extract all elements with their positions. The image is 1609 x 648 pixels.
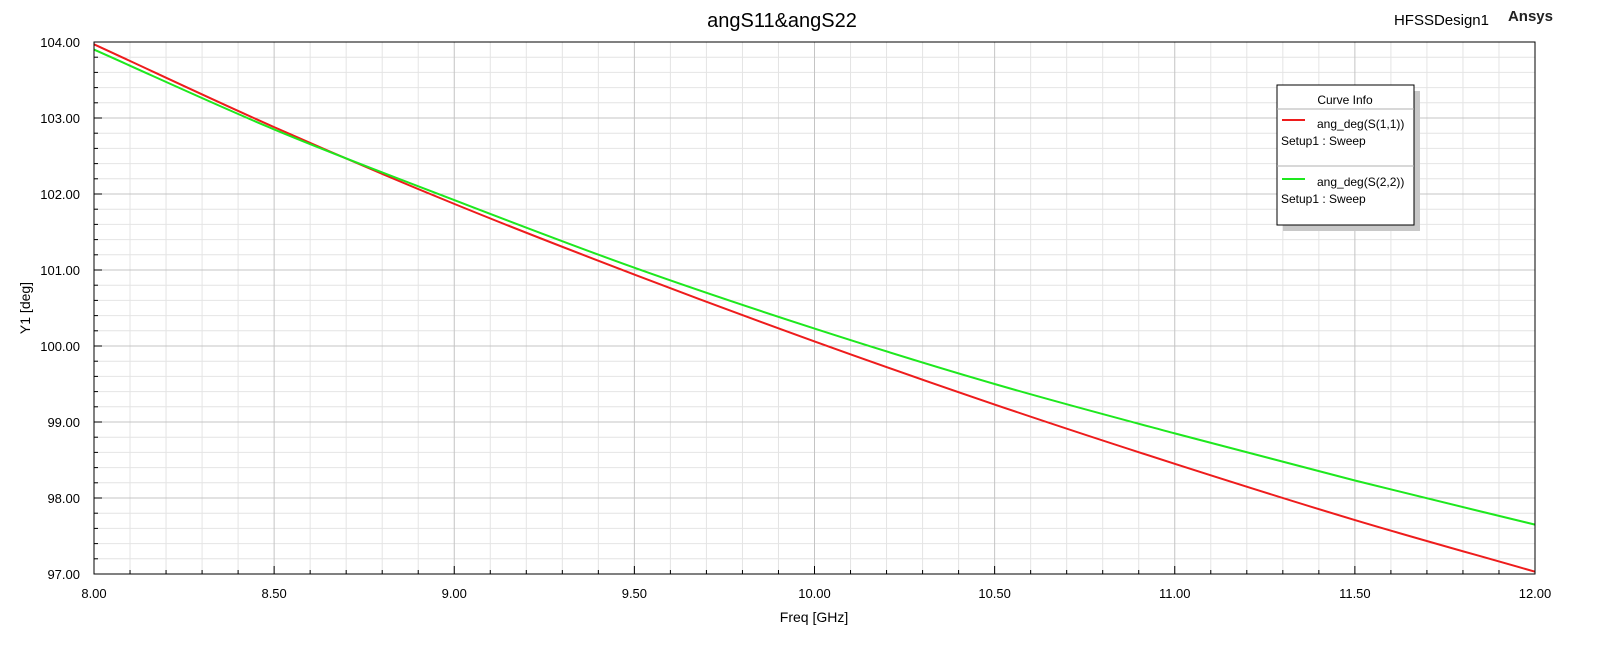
y-axis-label: Y1 [deg] <box>17 282 33 334</box>
legend-panel <box>1276 84 1415 226</box>
x-tick-label: 12.00 <box>1519 586 1552 601</box>
legend-entry-s22-setup: Setup1 : Sweep <box>1281 192 1366 206</box>
x-tick-label: 8.50 <box>261 586 286 601</box>
y-tick-label: 97.00 <box>47 567 80 582</box>
series-line-s22 <box>93 48 1536 526</box>
ticks-layer <box>93 41 1536 575</box>
y-tick-label: 99.00 <box>47 415 80 430</box>
legend-entry-s11-name: ang_deg(S(1,1)) <box>1317 117 1404 131</box>
y-tick-label: 102.00 <box>40 187 80 202</box>
series-layer <box>93 43 1536 573</box>
y-tick-label: 98.00 <box>47 491 80 506</box>
x-tick-label: 9.00 <box>442 586 467 601</box>
legend-entry-s11-setup: Setup1 : Sweep <box>1281 134 1366 148</box>
legend-title: Curve Info <box>1317 93 1373 107</box>
y-tick-label: 101.00 <box>40 263 80 278</box>
y-tick-label: 104.00 <box>40 35 80 50</box>
brand-logo: Ansys <box>1508 8 1553 25</box>
legend-box[interactable]: Curve Info ang_deg(S(1,1)) Setup1 : Swee… <box>1276 84 1420 231</box>
x-axis-label: Freq [GHz] <box>780 609 848 625</box>
x-tick-label: 8.00 <box>81 586 106 601</box>
x-tick-label: 9.50 <box>622 586 647 601</box>
x-tick-label: 10.00 <box>798 586 831 601</box>
y-tick-label: 100.00 <box>40 339 80 354</box>
x-tick-label: 10.50 <box>978 586 1011 601</box>
legend-entry-s22-name: ang_deg(S(2,2)) <box>1317 175 1404 189</box>
x-tick-label: 11.50 <box>1339 586 1371 601</box>
tick-labels-layer: 8.00 8.50 9.00 9.50 10.00 10.50 11.00 11.50 12.0… <box>40 35 1551 601</box>
chart-title: angS11&angS22 <box>707 10 857 32</box>
x-tick-label: 11.00 <box>1159 586 1191 601</box>
y-tick-label: 103.00 <box>40 111 80 126</box>
design-name: HFSSDesign1 <box>1394 12 1489 29</box>
